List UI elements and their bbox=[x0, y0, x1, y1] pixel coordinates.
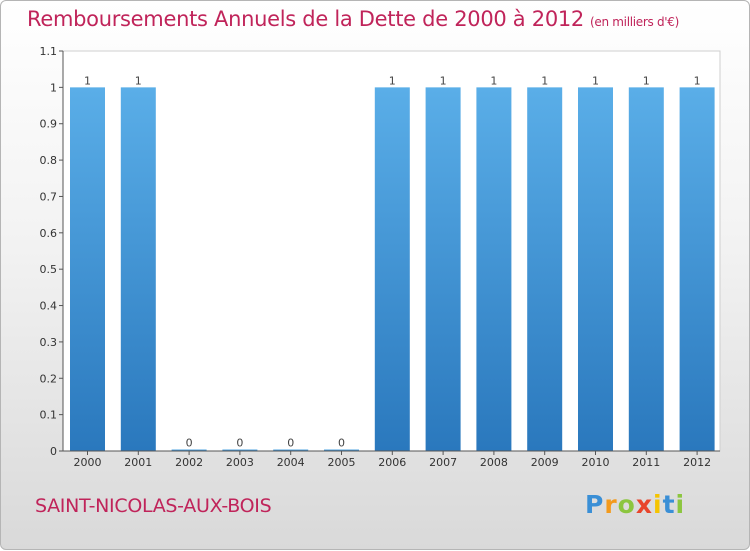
bar-value-label: 1 bbox=[440, 74, 447, 87]
y-axis: 0 0.1 0.2 0.3 0.4 0.5 0.6 0.7 0.8 0.9 1 1.1 bbox=[40, 45, 64, 458]
town-name: SAINT-NICOLAS-AUX-BOIS bbox=[35, 495, 272, 517]
bar-value-label: 0 bbox=[236, 437, 243, 450]
chart-subtitle: (en milliers d'€) bbox=[590, 15, 680, 29]
bar-value-label: 1 bbox=[694, 74, 701, 87]
bar bbox=[628, 87, 664, 451]
bar bbox=[120, 87, 156, 451]
bar-value-label: 1 bbox=[592, 74, 599, 87]
x-tick-label: 2005 bbox=[328, 456, 356, 469]
x-tick-label: 2004 bbox=[277, 456, 305, 469]
y-tick-label: 0.6 bbox=[40, 227, 58, 240]
x-tick-label: 2001 bbox=[124, 456, 152, 469]
bar-value-label: 0 bbox=[338, 437, 345, 450]
chart-title: Remboursements Annuels de la Dette de 20… bbox=[27, 7, 679, 31]
y-tick-label: 0.1 bbox=[40, 409, 58, 422]
bar bbox=[222, 449, 258, 451]
bar bbox=[70, 87, 105, 451]
bar-value-label: 1 bbox=[643, 74, 650, 87]
y-tick-label: 0 bbox=[50, 445, 57, 458]
bar-value-label: 1 bbox=[135, 74, 142, 87]
x-tick-label: 2009 bbox=[531, 456, 559, 469]
x-tick-label: 2007 bbox=[429, 456, 457, 469]
bar bbox=[324, 449, 359, 451]
y-tick-label: 1.1 bbox=[40, 45, 58, 58]
bar-value-label: 0 bbox=[186, 437, 193, 450]
x-tick-label: 2000 bbox=[74, 456, 102, 469]
bar-value-label: 1 bbox=[490, 74, 497, 87]
bar bbox=[171, 449, 207, 451]
bar-value-label: 0 bbox=[287, 437, 294, 450]
bar bbox=[374, 87, 410, 451]
y-tick-label: 0.8 bbox=[40, 154, 58, 167]
x-tick-label: 2010 bbox=[582, 456, 610, 469]
x-tick-label: 2012 bbox=[683, 456, 711, 469]
bar bbox=[679, 87, 715, 451]
bar bbox=[273, 449, 309, 451]
y-tick-label: 0.2 bbox=[40, 372, 58, 385]
y-tick-label: 0.9 bbox=[40, 118, 58, 131]
y-tick-label: 1 bbox=[50, 81, 57, 94]
x-tick-label: 2006 bbox=[378, 456, 406, 469]
bar-value-label: 1 bbox=[84, 74, 91, 87]
x-axis: 2000 2001 2002 2003 2004 2005 2006 2007 2008 2009… bbox=[63, 450, 720, 469]
proxiti-logo: Proxiti bbox=[585, 490, 686, 519]
bar bbox=[476, 87, 512, 451]
bar bbox=[578, 87, 613, 451]
y-tick-label: 0.7 bbox=[40, 190, 58, 203]
x-tick-label: 2008 bbox=[480, 456, 508, 469]
y-tick-label: 0.4 bbox=[40, 300, 58, 313]
bar bbox=[425, 87, 461, 451]
bar bbox=[527, 87, 563, 451]
bar-value-label: 1 bbox=[541, 74, 548, 87]
chart-title-text: Remboursements Annuels de la Dette de 20… bbox=[27, 7, 584, 31]
x-tick-label: 2002 bbox=[175, 456, 203, 469]
x-tick-label: 2011 bbox=[632, 456, 660, 469]
x-tick-label: 2003 bbox=[226, 456, 254, 469]
bars-group: 1 1 0 0 0 0 1 1 1 1 1 1 1 bbox=[70, 74, 715, 451]
bar-value-label: 1 bbox=[389, 74, 396, 87]
y-tick-label: 0.3 bbox=[40, 336, 58, 349]
y-tick-label: 0.5 bbox=[40, 263, 58, 276]
